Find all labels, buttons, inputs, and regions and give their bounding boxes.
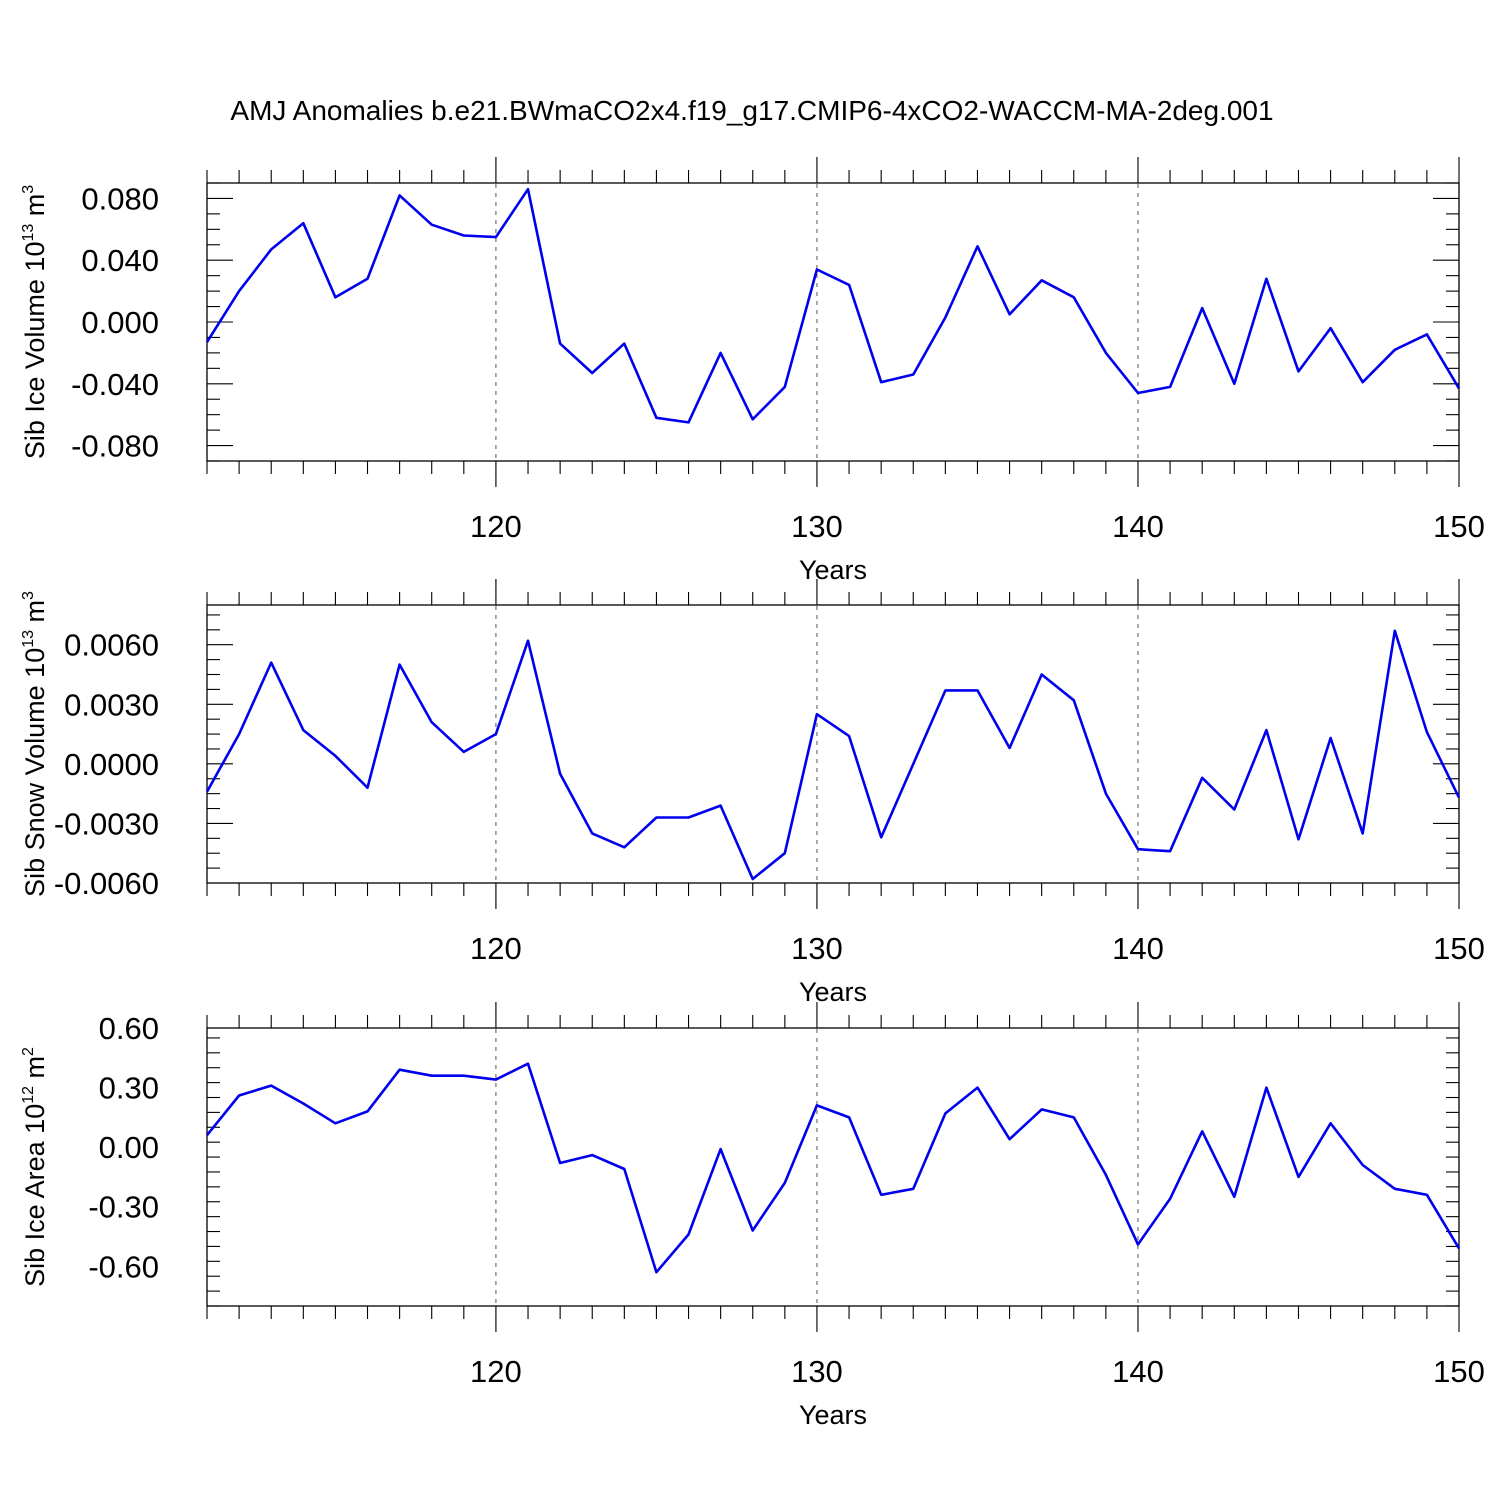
panel-3: -0.60 -0.30 0.00 0.30 0.60 120 130 140 150 Years S… [20, 1002, 1485, 1430]
x-tick-label: 130 [791, 1354, 843, 1389]
plot-frame [206, 604, 1460, 884]
y-tick-label: -0.30 [88, 1190, 159, 1225]
chart-title: AMJ Anomalies b.e21.BWmaCO2x4.f19_g17.CM… [230, 95, 1273, 126]
x-axis-label: Years [799, 1400, 867, 1430]
x-axis-label: Years [799, 555, 867, 585]
y-tick-label: 0.60 [99, 1011, 159, 1046]
y-axis-label: Sib Snow Volume 1013 m3 [20, 591, 50, 897]
series-line [205, 187, 1461, 424]
series-line [205, 1062, 1461, 1274]
x-tick-label: 140 [1112, 1354, 1164, 1389]
x-axis-label: Years [799, 977, 867, 1007]
y-tick-label: 0.0060 [64, 628, 159, 663]
series-line [205, 629, 1461, 881]
y-axis-label: Sib Ice Volume 1013 m3 [20, 185, 50, 459]
y-tick-label: -0.60 [88, 1249, 159, 1284]
plot-frame [206, 182, 1460, 462]
x-tick-label: 120 [470, 1354, 522, 1389]
y-tick-label: 0.080 [81, 181, 159, 216]
x-tick-label: 150 [1433, 509, 1485, 544]
y-tick-label: 0.00 [99, 1130, 159, 1165]
y-tick-label: 0.0000 [64, 747, 159, 782]
y-tick-label: -0.0060 [54, 866, 159, 901]
x-tick-label: 130 [791, 931, 843, 966]
x-tick-label: 140 [1112, 931, 1164, 966]
y-tick-label: 0.0030 [64, 687, 159, 722]
x-tick-label: 150 [1433, 931, 1485, 966]
panel-1: -0.080 -0.040 0.000 0.040 0.080 120 130 140 150 Y… [20, 157, 1485, 585]
y-tick-label: 0.040 [81, 243, 159, 278]
x-tick-label: 130 [791, 509, 843, 544]
x-tick-label: 120 [470, 509, 522, 544]
y-tick-label: 0.000 [81, 305, 159, 340]
y-tick-label: 0.30 [99, 1071, 159, 1106]
chart-panels: -0.080 -0.040 0.000 0.040 0.080 120 130 140 150 Y… [20, 157, 1485, 1430]
y-axis-label: Sib Ice Area 1012 m2 [20, 1047, 50, 1287]
x-tick-label: 150 [1433, 1354, 1485, 1389]
y-tick-label: -0.080 [71, 429, 159, 464]
y-tick-label: -0.040 [71, 367, 159, 402]
x-tick-label: 140 [1112, 509, 1164, 544]
panel-2: -0.0060 -0.0030 0.0000 0.0030 0.0060 120 130 14… [20, 579, 1485, 1007]
x-tick-label: 120 [470, 931, 522, 966]
plot-frame [206, 1027, 1460, 1307]
y-tick-label: -0.0030 [54, 806, 159, 841]
